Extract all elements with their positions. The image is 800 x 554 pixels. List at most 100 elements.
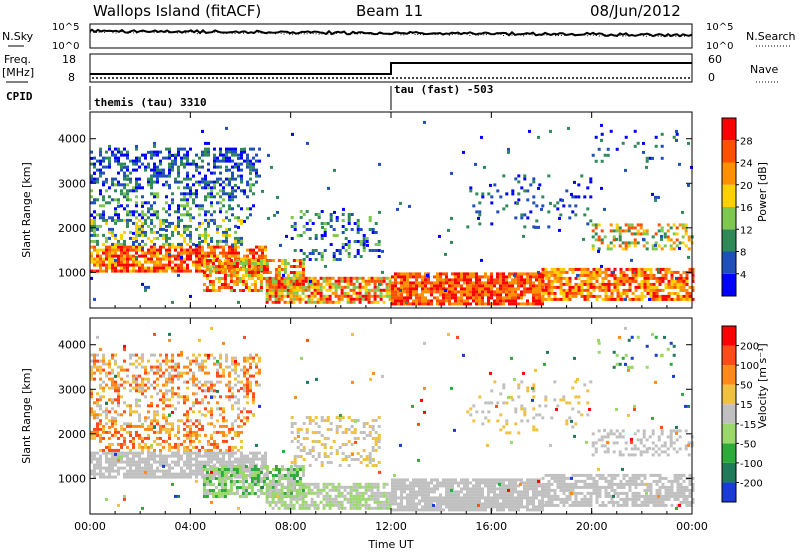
echo-cell <box>636 232 640 236</box>
echo-cell <box>162 413 165 417</box>
echo-cell <box>198 224 201 228</box>
echo-cell <box>280 465 284 468</box>
echo-cell <box>96 416 99 420</box>
echo-cell <box>225 227 228 231</box>
echo-cell <box>147 380 150 384</box>
echo-cell <box>114 258 117 262</box>
echo-cell <box>135 162 138 166</box>
echo-cell <box>234 239 237 243</box>
echo-cell <box>96 422 99 426</box>
echo-cell <box>192 359 195 363</box>
echo-cell <box>171 153 174 157</box>
echo-cell <box>198 207 201 211</box>
echo-cell <box>183 269 186 273</box>
echo-cell <box>195 451 198 455</box>
echo-cell <box>347 219 351 222</box>
echo-cell <box>201 263 204 267</box>
echo-cell <box>388 291 392 295</box>
echo-cell <box>307 503 311 507</box>
echo-cell <box>252 162 255 166</box>
echo-cell <box>162 221 165 225</box>
echo-cell <box>460 284 463 288</box>
echo-cell <box>258 356 261 360</box>
echo-cell <box>213 389 216 393</box>
echo-cell <box>246 386 249 390</box>
echo-cell <box>219 201 222 205</box>
echo-cell <box>244 495 248 498</box>
echo-cell <box>313 485 317 489</box>
echo-cell <box>246 410 249 414</box>
echo-cell <box>171 269 174 273</box>
colorbar-segment <box>722 251 736 274</box>
echo-cell <box>328 497 332 501</box>
echo-cell <box>216 192 219 196</box>
echo-cell <box>604 291 608 295</box>
echo-cell <box>171 165 174 169</box>
echo-cell <box>286 474 290 477</box>
echo-cell <box>238 268 242 271</box>
echo-cell <box>135 236 138 240</box>
echo-cell <box>117 180 120 184</box>
echo-cell <box>232 465 236 468</box>
echo-cell <box>231 386 234 390</box>
echo-cell <box>231 213 234 217</box>
echo-cell <box>424 281 427 285</box>
echo-cell <box>252 165 255 169</box>
echo-cell <box>126 213 129 217</box>
echo-cell <box>186 177 189 181</box>
echo-cell <box>679 288 683 292</box>
echo-cell <box>96 198 99 202</box>
echo-cell <box>258 254 261 258</box>
echo-cell <box>255 168 258 172</box>
echo-cell <box>286 289 290 292</box>
echo-cell <box>415 302 418 306</box>
echo-cell <box>177 150 180 154</box>
echo-cell <box>535 287 538 291</box>
echo-cell <box>606 153 610 157</box>
echo-cell <box>274 280 278 283</box>
echo-cell <box>277 506 281 510</box>
echo-cell <box>214 492 218 495</box>
echo-cell <box>216 230 219 234</box>
echo-cell <box>229 492 233 495</box>
echo-cell <box>234 457 237 461</box>
echo-cell <box>189 239 192 243</box>
echo-cell <box>418 281 421 285</box>
echo-cell <box>475 210 479 214</box>
echo-cell <box>634 276 638 280</box>
echo-cell <box>229 477 233 480</box>
colorbar-segment <box>722 184 736 207</box>
echo-cell <box>627 241 631 245</box>
echo-cell <box>349 485 353 489</box>
echo-cell <box>484 272 487 276</box>
echo-cell <box>298 286 302 289</box>
echo-cell <box>180 469 183 473</box>
echo-cell <box>586 285 590 289</box>
echo-cell <box>246 419 249 423</box>
echo-cell <box>322 497 326 501</box>
echo-cell <box>144 445 147 449</box>
echo-cell <box>403 278 406 282</box>
echo-cell <box>663 235 667 239</box>
echo-cell <box>144 442 147 446</box>
echo-cell <box>362 246 366 249</box>
echo-cell <box>295 500 299 504</box>
echo-cell <box>132 475 135 479</box>
echo-cell <box>547 279 551 283</box>
echo-cell <box>126 430 129 434</box>
echo-cell <box>283 474 287 477</box>
echo-cell <box>228 248 231 252</box>
echo-cell <box>150 213 153 217</box>
echo-cell <box>316 491 320 495</box>
echo-cell <box>156 153 159 157</box>
echo-cell <box>466 290 469 294</box>
echo-cell <box>141 445 144 449</box>
echo-cell <box>592 273 596 277</box>
echo-cell <box>205 480 209 483</box>
echo-cell <box>286 285 290 289</box>
echo-cell <box>216 180 219 184</box>
echo-cell <box>559 198 563 202</box>
echo-cell <box>153 410 156 414</box>
echo-cell <box>126 469 129 473</box>
